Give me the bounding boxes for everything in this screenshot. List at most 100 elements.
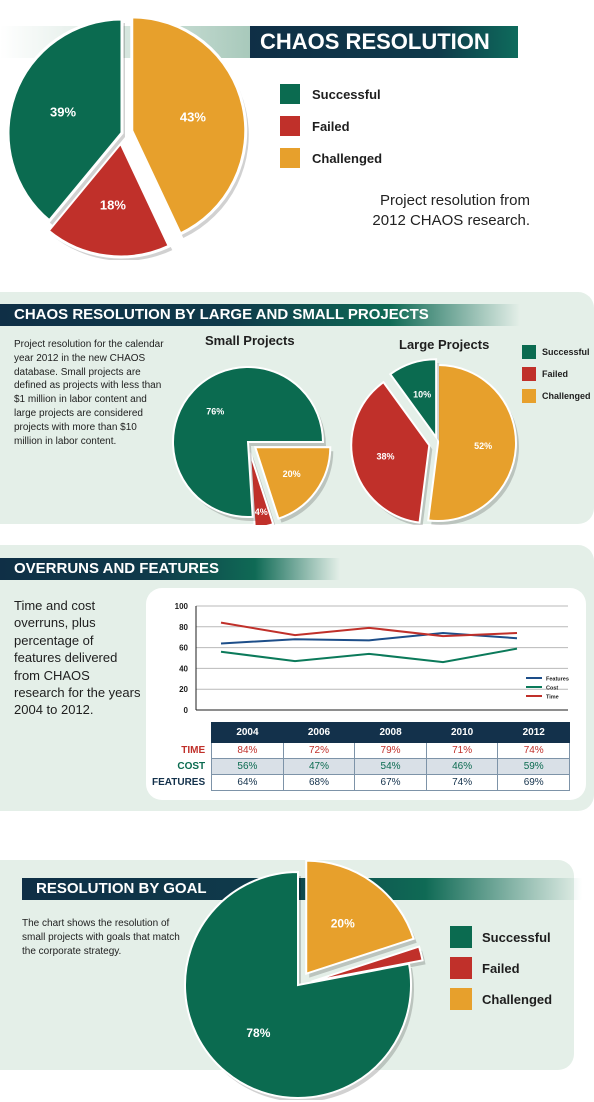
legend-swatch xyxy=(522,389,536,403)
y-tick-label: 20 xyxy=(179,685,188,694)
table-cell: 59% xyxy=(497,758,570,775)
pie-label-challenged: 43% xyxy=(180,110,206,125)
y-tick-label: 60 xyxy=(179,644,188,653)
legend-swatch xyxy=(280,116,300,136)
pie-label-challenged: 52% xyxy=(474,441,492,451)
pie-slice-failed xyxy=(350,380,431,524)
section-title-large-small: CHAOS RESOLUTION BY LARGE AND SMALL PROJ… xyxy=(0,304,520,326)
y-tick-label: 100 xyxy=(175,602,189,611)
table-cell: 74% xyxy=(497,742,570,759)
pie-small-projects: 20% 4% 76% xyxy=(172,366,334,525)
table-cell: 71% xyxy=(425,742,499,759)
legend-label: Failed xyxy=(312,118,350,134)
legend-label: Successful xyxy=(542,347,590,357)
table-header-year: 2008 xyxy=(354,722,427,743)
line-chart-overruns: 0 20 40 60 80 100 Features Cost Time xyxy=(175,602,569,715)
line-series-cost xyxy=(220,647,518,664)
pie-resolution-by-goal: 20%2%78% xyxy=(184,859,426,1100)
pie-slice-challenged xyxy=(427,363,517,522)
description-large-small: Project resolution for the calendar year… xyxy=(14,339,164,447)
legend-swatch xyxy=(450,926,472,948)
pie-slice-challenged xyxy=(305,859,415,976)
line-series-time xyxy=(220,621,518,638)
legend-swatch xyxy=(280,148,300,168)
section-title-resolution-by-goal: RESOLUTION BY GOAL xyxy=(22,878,582,900)
legend-item-successful: Successful xyxy=(522,345,590,359)
table-row: FEATURES 64% 68% 67% 74% 69% xyxy=(152,774,570,791)
pie-label-failed: 38% xyxy=(376,452,394,462)
section-title-overruns: OVERRUNS AND FEATURES xyxy=(0,558,340,580)
line-legend-label-cost: Cost xyxy=(546,686,558,692)
legend-item-successful: Successful xyxy=(450,926,551,948)
main-title: CHAOS RESOLUTION xyxy=(250,26,518,58)
table-row: COST 56% 47% 54% 46% 59% xyxy=(152,758,570,775)
description-overruns: Time and cost overruns, plus percentage … xyxy=(14,598,141,718)
pie-slice-failed xyxy=(311,945,424,983)
legend-item-challenged: Challenged xyxy=(450,988,552,1010)
table-cell: 74% xyxy=(425,774,499,791)
pie-slice-successful xyxy=(184,870,412,1099)
table-cell: 69% xyxy=(497,774,570,791)
legend-swatch xyxy=(450,957,472,979)
table-header-year: 2004 xyxy=(211,722,284,743)
table-cell: 64% xyxy=(211,774,284,791)
legend-item-failed: Failed xyxy=(450,957,520,979)
y-tick-label: 40 xyxy=(179,664,188,673)
legend-label: Challenged xyxy=(542,391,591,401)
table-cell: 72% xyxy=(282,742,356,759)
legend-item-challenged: Challenged xyxy=(522,389,591,403)
table-cell: 54% xyxy=(354,758,427,775)
legend-label: Failed xyxy=(542,369,569,379)
pie-slice-successful xyxy=(172,366,325,518)
table-row: TIME 84% 72% 79% 71% 74% xyxy=(152,742,570,759)
line-legend-label-time: Time xyxy=(546,695,559,701)
table-cell: 46% xyxy=(425,758,499,775)
pie-slice-successful xyxy=(388,358,438,441)
legend-item-failed: Failed xyxy=(522,367,568,381)
small-projects-title: Small Projects xyxy=(205,333,295,348)
table-cell: 79% xyxy=(354,742,427,759)
table-cell: 56% xyxy=(211,758,284,775)
description-resolution-by-goal: The chart shows the resolution of small … xyxy=(22,918,180,957)
legend-item-successful: Successful xyxy=(280,84,381,104)
pie-label-challenged: 20% xyxy=(331,917,355,931)
pie-chaos-resolution: 43% 18% 39% xyxy=(6,15,249,260)
pie-large-projects: 52% 38% 10% xyxy=(350,358,519,525)
legend-item-failed: Failed xyxy=(280,116,350,136)
table-header-year: 2006 xyxy=(282,722,356,743)
y-tick-label: 80 xyxy=(179,623,188,632)
pie-slice-challenged xyxy=(130,15,248,236)
pie-label-failed: 18% xyxy=(100,198,126,213)
line-legend-label-features: Features xyxy=(546,677,569,683)
pie-label-successful: 10% xyxy=(413,389,431,399)
pie-label-successful: 39% xyxy=(50,104,76,119)
table-header-year: 2012 xyxy=(497,722,570,743)
legend-item-challenged: Challenged xyxy=(280,148,382,168)
table-cell: 67% xyxy=(354,774,427,791)
legend-swatch xyxy=(280,84,300,104)
pie-slice-failed xyxy=(45,140,172,259)
pie-label-failed: 4% xyxy=(255,507,268,517)
pie-label-challenged: 20% xyxy=(283,469,301,479)
pie-slice-challenged xyxy=(253,446,332,520)
pie-slice-failed xyxy=(249,452,275,525)
legend-label: Challenged xyxy=(482,991,553,1007)
legend-label: Challenged xyxy=(312,150,383,166)
table-cell: 47% xyxy=(282,758,356,775)
caption-chaos-resolution: Project resolution from 2012 CHAOS resea… xyxy=(372,192,530,229)
legend-label: Successful xyxy=(312,86,381,102)
y-tick-label: 0 xyxy=(184,706,189,715)
row-label-time: TIME xyxy=(181,745,206,756)
pie-label-successful: 76% xyxy=(206,406,224,416)
table-cell: 68% xyxy=(282,774,356,791)
table-header-row: 2004 2006 2008 2010 2012 xyxy=(152,722,570,743)
legend-swatch xyxy=(522,345,536,359)
pie-slice-successful xyxy=(6,17,124,223)
table-header-year: 2010 xyxy=(425,722,499,743)
table-cell: 84% xyxy=(211,742,284,759)
overruns-table: 2004 2006 2008 2010 2012 TIME 84% 72% 79… xyxy=(152,722,570,791)
legend-swatch xyxy=(450,988,472,1010)
table-corner xyxy=(152,723,212,743)
pie-label-successful: 78% xyxy=(246,1026,270,1040)
large-projects-title: Large Projects xyxy=(399,337,490,352)
